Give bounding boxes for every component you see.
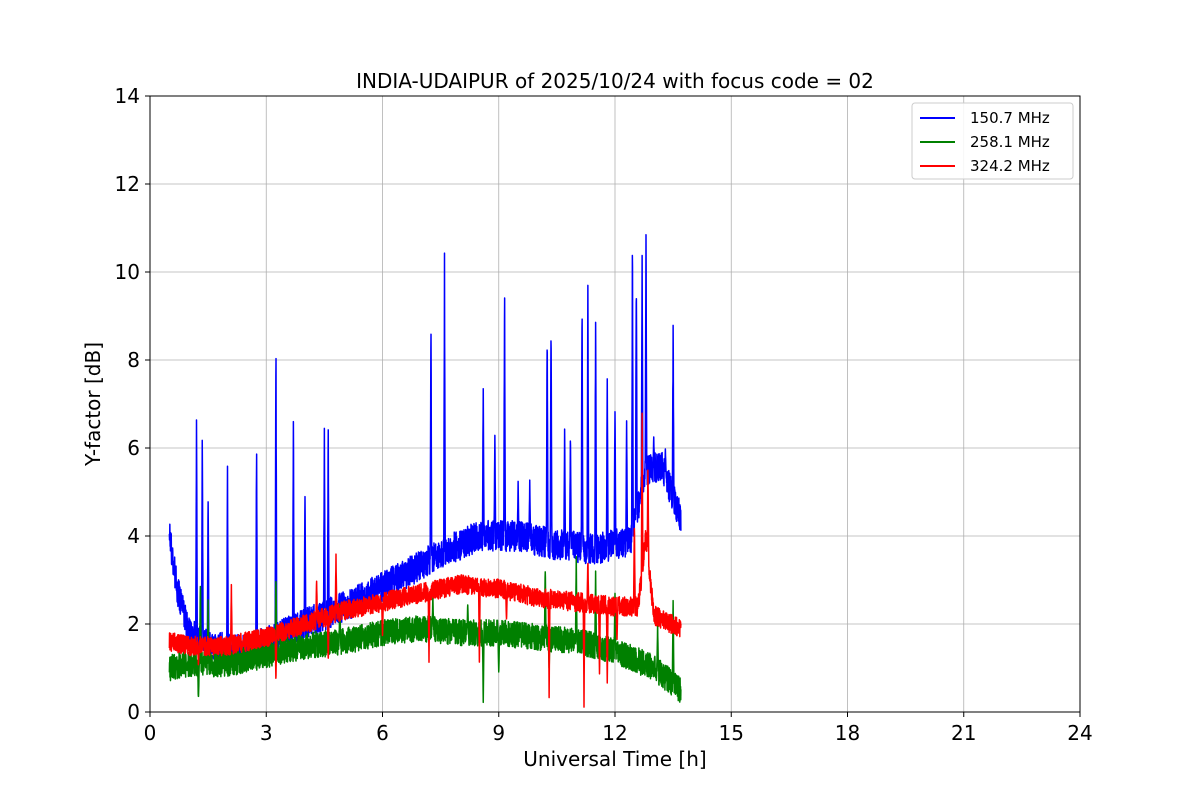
x-tick-label: 24 [1067, 721, 1092, 745]
y-tick-label: 6 [127, 436, 140, 460]
series-line-1 [168, 555, 682, 704]
chart-title: INDIA-UDAIPUR of 2025/10/24 with focus c… [356, 69, 874, 93]
y-tick-label: 0 [127, 700, 140, 724]
legend-label: 324.2 MHz [970, 157, 1050, 175]
x-tick-label: 21 [951, 721, 976, 745]
y-tick-label: 10 [115, 260, 140, 284]
series-layer [168, 233, 682, 708]
y-tick-label: 14 [115, 84, 140, 108]
x-tick-label: 18 [835, 721, 860, 745]
legend: 150.7 MHz 258.1 MHz 324.2 MHz [911, 102, 1074, 180]
series-line-2 [168, 412, 682, 708]
x-tick-label: 3 [260, 721, 273, 745]
x-tick-label: 0 [144, 721, 157, 745]
y-tick-label: 4 [127, 524, 140, 548]
y-axis-label: Y-factor [dB] [81, 342, 105, 467]
x-tick-label: 15 [719, 721, 744, 745]
y-tick-label: 2 [127, 612, 140, 636]
legend-box [911, 102, 1074, 180]
x-axis-label: Universal Time [h] [523, 747, 706, 771]
legend-label: 258.1 MHz [970, 133, 1050, 151]
x-tick-label: 12 [602, 721, 627, 745]
y-tick-label: 8 [127, 348, 140, 372]
legend-label: 150.7 MHz [970, 109, 1050, 127]
x-tick-label: 6 [376, 721, 389, 745]
x-tick-label: 9 [492, 721, 505, 745]
y-tick-label: 12 [115, 172, 140, 196]
